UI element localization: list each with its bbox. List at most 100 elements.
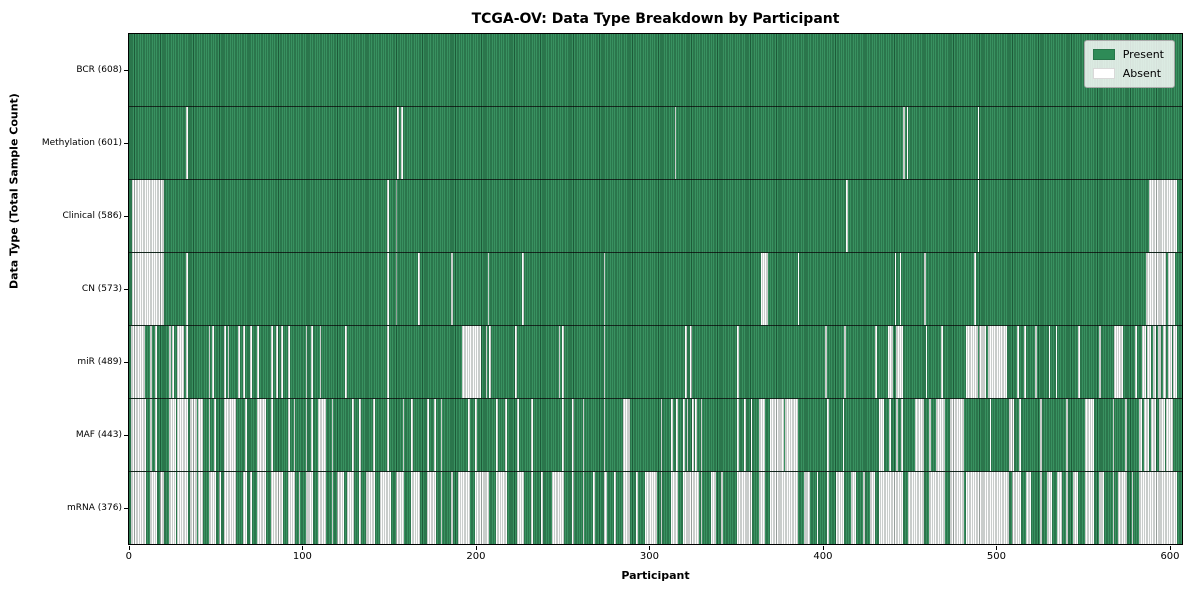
- absent-stripe: [1085, 399, 1094, 471]
- absent-stripe: [710, 472, 717, 544]
- absent-stripe: [411, 399, 414, 471]
- heatmap-row-clinical: [129, 179, 1182, 252]
- absent-stripe: [310, 399, 313, 471]
- absent-stripe: [1162, 326, 1167, 398]
- absent-stripe: [400, 107, 403, 179]
- absent-stripe: [541, 472, 543, 544]
- absent-stripe: [949, 472, 964, 544]
- absent-stripe: [189, 399, 197, 471]
- absent-stripe: [168, 399, 176, 471]
- absent-stripe: [496, 472, 507, 544]
- absent-stripe: [1098, 472, 1105, 544]
- heatmap-rows: [129, 34, 1182, 544]
- absent-stripe: [451, 472, 453, 544]
- absent-stripe: [645, 472, 658, 544]
- absent-stripe: [1150, 399, 1156, 471]
- absent-stripe: [603, 399, 606, 471]
- absent-stripe: [468, 399, 471, 471]
- absent-stripe: [317, 399, 327, 471]
- absent-stripe: [660, 399, 663, 471]
- absent-stripe: [387, 180, 389, 252]
- heatmap-row-mir: [129, 325, 1182, 398]
- absent-stripe: [1173, 326, 1177, 398]
- heatmap-row-bcr: [129, 34, 1182, 106]
- absent-stripe: [227, 326, 230, 398]
- absent-stripe: [915, 399, 924, 471]
- absent-stripe: [426, 472, 436, 544]
- absent-stripe: [1039, 472, 1042, 544]
- absent-stripe: [572, 399, 575, 471]
- absent-stripe: [1145, 253, 1167, 325]
- absent-stripe: [305, 472, 313, 544]
- absent-stripe: [936, 399, 945, 471]
- absent-stripe: [319, 326, 322, 398]
- chart-title: TCGA-OV: Data Type Breakdown by Particip…: [471, 11, 840, 27]
- absent-stripe: [380, 472, 391, 544]
- absent-stripe: [359, 399, 362, 471]
- absent-stripe: [395, 180, 398, 252]
- absent-stripe: [475, 472, 490, 544]
- x-tick-label: 100: [292, 551, 312, 562]
- absent-stripe: [1138, 399, 1143, 471]
- absent-stripe: [901, 399, 904, 471]
- absent-stripe: [212, 326, 214, 398]
- absent-stripe: [1012, 472, 1021, 544]
- absent-stripe: [736, 326, 739, 398]
- absent-stripe: [1017, 326, 1020, 398]
- x-tick-label: 600: [1160, 551, 1180, 562]
- absent-stripe: [1065, 472, 1068, 544]
- absent-stripe: [785, 399, 798, 471]
- legend: Present Absent: [1083, 40, 1175, 88]
- absent-stripe: [908, 472, 924, 544]
- absent-stripe: [826, 472, 829, 544]
- absent-stripe: [761, 253, 769, 325]
- absent-stripe: [603, 253, 606, 325]
- absent-stripe: [208, 472, 216, 544]
- absent-stripe: [1057, 472, 1063, 544]
- absent-stripe: [622, 472, 630, 544]
- absent-stripe: [977, 107, 980, 179]
- y-tick-mark: [124, 215, 128, 217]
- absent-stripe: [695, 399, 698, 471]
- x-tick-mark: [822, 546, 824, 550]
- x-tick-mark: [649, 546, 651, 550]
- absent-stripe: [804, 472, 810, 544]
- absent-stripe: [941, 326, 943, 398]
- absent-stripe: [797, 253, 800, 325]
- absent-stripe: [1112, 399, 1115, 471]
- absent-stripe: [426, 399, 429, 471]
- absent-stripe: [310, 326, 313, 398]
- absent-stripe: [603, 326, 606, 398]
- absent-stripe: [515, 326, 517, 398]
- absent-stripe: [671, 472, 678, 544]
- x-tick-label: 500: [986, 551, 1006, 562]
- absent-stripe: [593, 472, 595, 544]
- absent-stripe: [418, 253, 420, 325]
- absent-stripe: [522, 253, 524, 325]
- absent-stripe: [387, 326, 389, 398]
- x-tick-mark: [1169, 546, 1171, 550]
- absent-stripe: [530, 472, 533, 544]
- x-axis-label: Participant: [621, 569, 690, 582]
- absent-stripe: [271, 326, 273, 398]
- absent-stripe: [530, 399, 533, 471]
- absent-stripe: [674, 107, 677, 179]
- absent-stripe: [1166, 399, 1174, 471]
- absent-stripe: [132, 180, 164, 252]
- absent-stripe: [1055, 326, 1058, 398]
- absent-stripe: [887, 326, 893, 398]
- absent-stripe: [271, 472, 284, 544]
- absent-stripe: [561, 399, 564, 471]
- absent-stripe: [347, 472, 355, 544]
- absent-stripe: [622, 399, 630, 471]
- absent-stripe: [257, 326, 259, 398]
- absent-stripe: [208, 326, 211, 398]
- absent-stripe: [149, 399, 152, 471]
- absent-stripe: [1124, 399, 1127, 471]
- heatmap-row-methylation: [129, 106, 1182, 179]
- absent-stripe: [1039, 399, 1042, 471]
- absent-stripe: [684, 326, 687, 398]
- absent-stripe: [130, 472, 147, 544]
- absent-stripe: [288, 399, 291, 471]
- absent-stripe: [397, 107, 400, 179]
